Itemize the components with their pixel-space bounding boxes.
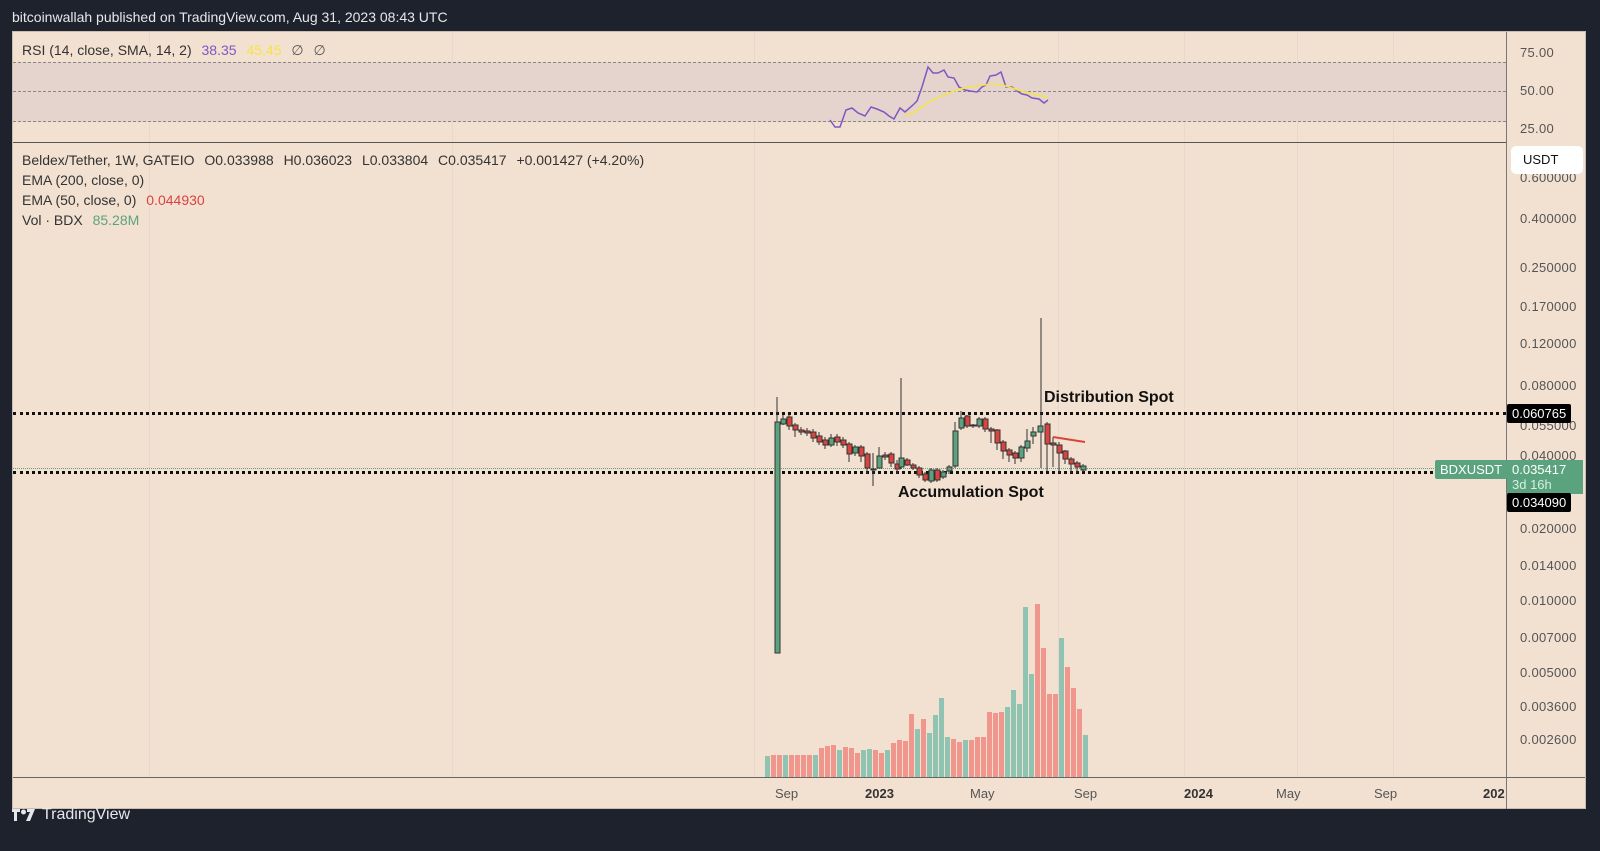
price-plot — [765, 318, 1088, 777]
ohlc-low: L0.033804 — [361, 152, 429, 168]
symbol-legend: Beldex/Tether, 1W, GATEIO O0.033988 H0.0… — [22, 152, 650, 168]
rsi-pane: RSI (14, close, SMA, 14, 2) 38.35 45.45 … — [13, 32, 1506, 143]
axis-corner-divider — [1506, 778, 1507, 809]
time-tick: Sep — [775, 786, 799, 801]
rsi-extra2: ∅ — [313, 42, 326, 58]
rsi-band — [13, 62, 1506, 122]
volume-value: 85.28M — [92, 212, 140, 228]
ema50-label: EMA (50, close, 0) — [22, 192, 137, 208]
volume-bars — [765, 604, 1088, 777]
price-tick: 0.400000 — [1520, 211, 1577, 226]
ema50-legend: EMA (50, close, 0) 0.044930 — [22, 192, 211, 208]
accumulation-annotation: Accumulation Spot — [898, 484, 1044, 501]
ohlc-open: O0.033988 — [204, 152, 274, 168]
last-price-value: 0.035417 — [1512, 462, 1567, 477]
grid-line — [1184, 32, 1185, 777]
rsi-axis-50: 50.00 — [1520, 83, 1555, 98]
time-tick: 202 — [1483, 786, 1505, 801]
price-tick: 0.002600 — [1520, 732, 1577, 747]
grid-line — [1393, 32, 1394, 777]
time-tick: 2023 — [865, 786, 894, 801]
rsi-upper-line — [13, 62, 1506, 63]
grid-line — [452, 32, 453, 777]
rsi-label: RSI (14, close, SMA, 14, 2) — [22, 42, 192, 58]
last-price-tag: 0.035417 3d 16h — [1507, 460, 1583, 494]
price-tick: 0.080000 — [1520, 378, 1577, 393]
ohlc-high: H0.036023 — [283, 152, 353, 168]
ema200-label: EMA (200, close, 0) — [22, 172, 145, 188]
price-tick: 0.170000 — [1520, 299, 1577, 314]
publisher-line: bitcoinwallah published on TradingView.c… — [12, 9, 448, 25]
rsi-extra1: ∅ — [291, 42, 304, 58]
chart-frame: RSI (14, close, SMA, 14, 2) 38.35 45.45 … — [12, 31, 1586, 809]
time-tick: 2024 — [1184, 786, 1213, 801]
ohlc-close: C0.035417 — [438, 152, 507, 168]
rsi-legend: RSI (14, close, SMA, 14, 2) 38.35 45.45 … — [22, 42, 332, 59]
rsi-sma-value: 45.45 — [246, 42, 282, 58]
time-tick: May — [970, 786, 995, 801]
currency-button[interactable]: USDT — [1511, 146, 1583, 174]
distribution-annotation: Distribution Spot — [1044, 389, 1174, 406]
candles — [774, 318, 1087, 654]
accumulation-price-tag: 0.034090 — [1507, 493, 1572, 512]
ema50-value: 0.044930 — [146, 192, 205, 208]
brand-name: TradingView — [42, 806, 131, 823]
price-tick: 0.010000 — [1520, 593, 1577, 608]
countdown-value: 3d 16h — [1512, 477, 1552, 492]
rsi-mid-line — [13, 91, 1506, 92]
price-tick: 0.040000 — [1520, 448, 1577, 463]
grid-line — [1058, 32, 1059, 777]
ohlc-change: +0.001427 (+4.20%) — [516, 152, 645, 168]
time-tick: Sep — [1074, 786, 1098, 801]
price-tick: 0.120000 — [1520, 336, 1577, 351]
price-tick: 0.250000 — [1520, 260, 1577, 275]
rsi-value: 38.35 — [201, 42, 237, 58]
symbol-tag: BDXUSDT — [1435, 460, 1508, 479]
rsi-plot — [829, 65, 1049, 128]
time-axis[interactable]: Sep 2023 May Sep 2024 May Sep 202 — [13, 777, 1585, 809]
price-tick: 0.014000 — [1520, 558, 1577, 573]
symbol-line: Beldex/Tether, 1W, GATEIO — [22, 152, 195, 168]
grid-line — [149, 32, 150, 777]
price-tick: 0.020000 — [1520, 521, 1577, 536]
tradingview-logo-icon — [12, 809, 35, 821]
distribution-level-line — [13, 412, 1506, 415]
price-tick: 0.005000 — [1520, 665, 1577, 680]
rsi-lower-line — [13, 121, 1506, 122]
time-tick: Sep — [1374, 786, 1398, 801]
ema200-legend: EMA (200, close, 0) — [22, 172, 150, 188]
rsi-axis-25: 25.00 — [1520, 121, 1555, 136]
red-trend-line — [1052, 436, 1086, 443]
volume-label: Vol · BDX — [22, 212, 83, 228]
accumulation-level-line — [13, 471, 1506, 474]
grid-line — [1297, 32, 1298, 777]
price-tick: 0.007000 — [1520, 630, 1577, 645]
grid-line — [754, 32, 755, 777]
last-price-line — [13, 468, 1506, 469]
tradingview-logo[interactable]: TradingView — [12, 806, 130, 824]
distribution-price-tag: 0.060765 — [1507, 404, 1572, 423]
rsi-axis-75: 75.00 — [1520, 45, 1555, 60]
rsi-sma-line — [904, 83, 1049, 117]
volume-legend: Vol · BDX 85.28M — [22, 212, 145, 228]
price-tick: 0.003600 — [1520, 699, 1577, 714]
time-tick: May — [1276, 786, 1301, 801]
